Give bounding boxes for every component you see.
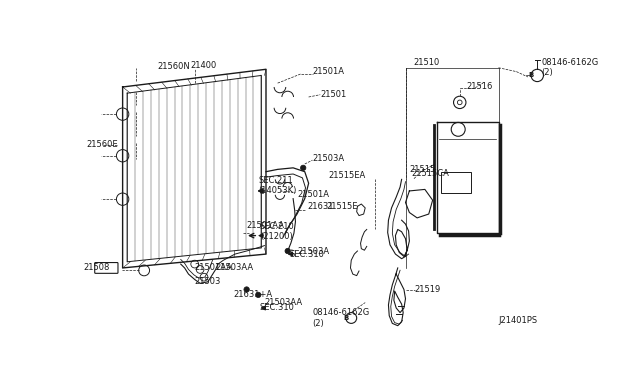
Text: 21510: 21510 — [413, 58, 440, 67]
Circle shape — [285, 248, 291, 254]
Text: 21515: 21515 — [410, 165, 436, 174]
Text: 21515E: 21515E — [326, 202, 358, 211]
Text: 21560N: 21560N — [157, 62, 190, 71]
Text: 21501A: 21501A — [297, 190, 329, 199]
Text: 21501AA: 21501AA — [195, 263, 233, 272]
Text: J21401PS: J21401PS — [499, 316, 538, 325]
Text: 21503A: 21503A — [297, 247, 329, 256]
Text: 21515CA: 21515CA — [412, 170, 449, 179]
Text: 21503: 21503 — [195, 277, 221, 286]
Text: 21503A: 21503A — [312, 154, 344, 163]
Text: 21516: 21516 — [466, 83, 492, 92]
Text: B: B — [343, 315, 348, 321]
Text: 08146-6162G
(2): 08146-6162G (2) — [312, 308, 370, 328]
Text: SEC.310: SEC.310 — [289, 250, 324, 259]
Text: 21560E: 21560E — [86, 140, 118, 149]
FancyBboxPatch shape — [95, 263, 118, 273]
Text: 08146-6162G
(2): 08146-6162G (2) — [541, 58, 598, 77]
Circle shape — [255, 292, 261, 298]
Text: 21501AA: 21501AA — [246, 221, 285, 230]
Text: SEC.211
(14053K): SEC.211 (14053K) — [259, 176, 296, 195]
Text: 21631+A: 21631+A — [234, 291, 273, 299]
Text: 21400: 21400 — [191, 61, 217, 70]
Circle shape — [244, 287, 250, 292]
Text: 21515EA: 21515EA — [328, 171, 365, 180]
Text: 21508: 21508 — [84, 263, 110, 272]
Text: 21501: 21501 — [320, 90, 346, 99]
Text: 21503AA: 21503AA — [264, 298, 303, 307]
Text: SEC.310: SEC.310 — [260, 304, 294, 312]
Text: 21519: 21519 — [415, 285, 441, 294]
Text: B: B — [529, 73, 534, 78]
Text: SEC.210
(21200): SEC.210 (21200) — [260, 222, 294, 241]
Text: 21631: 21631 — [307, 202, 333, 211]
Text: 21503AA: 21503AA — [216, 263, 253, 272]
Text: 21501A: 21501A — [312, 67, 344, 76]
Circle shape — [301, 165, 306, 170]
FancyBboxPatch shape — [441, 172, 470, 193]
